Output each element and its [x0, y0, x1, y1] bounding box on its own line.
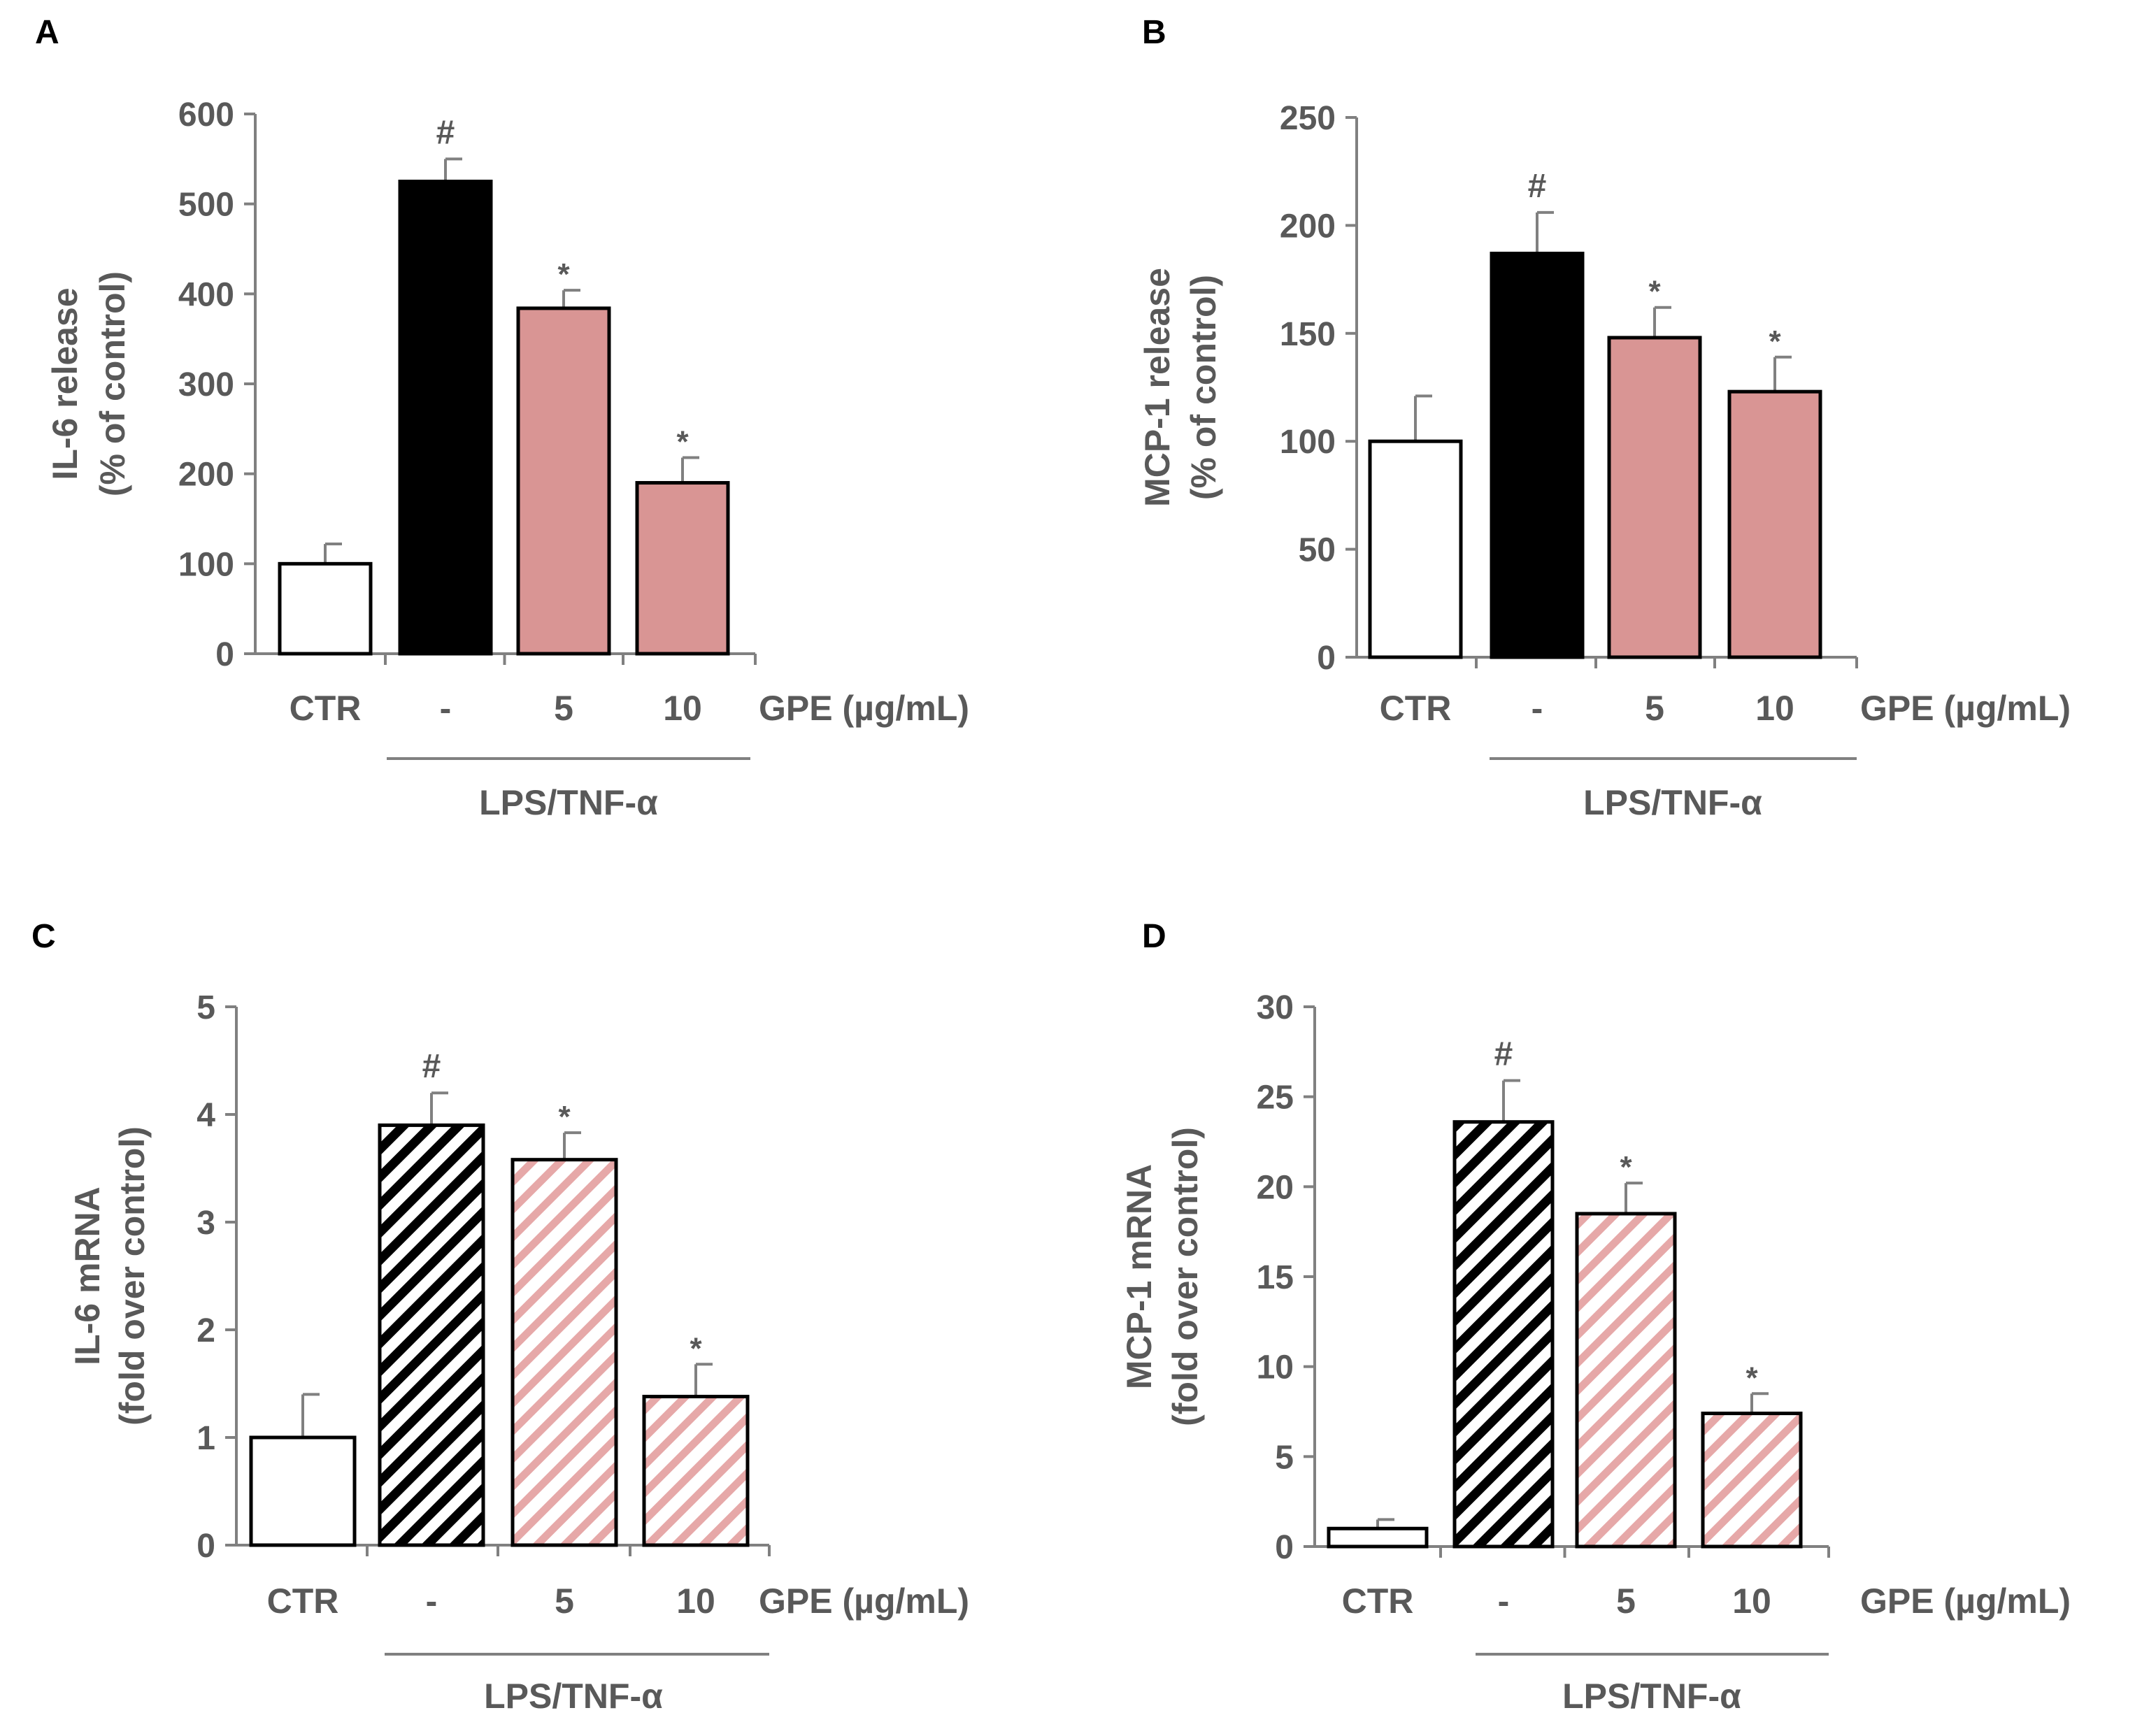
- panel-letter: D: [1142, 918, 1166, 955]
- bar--: [1452, 1120, 1555, 1549]
- y-tick-label: 200: [1280, 208, 1336, 245]
- x-tick-label: CTR: [290, 689, 362, 728]
- bar-CTR: [278, 561, 373, 656]
- significance-marker: *: [1620, 1150, 1632, 1184]
- group-label: LPS/TNF-α: [484, 1677, 663, 1716]
- bar-CTR: [1368, 439, 1463, 659]
- dose-label: GPE (µg/mL): [759, 1581, 969, 1621]
- significance-marker: *: [690, 1331, 702, 1365]
- y-axis-label: (fold over control): [1166, 1127, 1205, 1426]
- panel-letter: A: [35, 14, 59, 51]
- y-tick-label: 500: [178, 187, 234, 224]
- bar-5: [510, 1158, 618, 1547]
- x-tick-label: 5: [1645, 689, 1664, 728]
- significance-marker: *: [676, 425, 689, 459]
- bar--: [378, 1123, 485, 1547]
- x-tick-label: CTR: [1380, 689, 1452, 728]
- y-axis-label: IL-6 release: [45, 287, 85, 480]
- x-tick-label: 10: [663, 689, 702, 728]
- x-tick-label: 10: [1732, 1581, 1771, 1621]
- y-tick-label: 1: [197, 1420, 215, 1457]
- x-tick-label: 5: [555, 1581, 574, 1621]
- significance-marker: *: [557, 257, 570, 292]
- y-axis-label: IL-6 mRNA: [68, 1186, 107, 1365]
- dose-label: GPE (µg/mL): [759, 689, 969, 728]
- x-tick-label: 5: [554, 689, 573, 728]
- y-tick-label: 0: [197, 1528, 215, 1565]
- y-tick-label: 150: [1280, 316, 1336, 353]
- y-tick-label: 0: [1317, 640, 1336, 677]
- panel-letter: C: [31, 918, 56, 955]
- bar-10: [635, 481, 730, 656]
- bar-5: [1607, 336, 1702, 659]
- bar-5: [516, 306, 611, 656]
- y-tick-label: 250: [1280, 100, 1336, 137]
- x-tick-label: 10: [1755, 689, 1794, 728]
- y-tick-label: 5: [197, 989, 215, 1026]
- bar-CTR: [1327, 1526, 1429, 1549]
- chart-panel-a: A IL-6 release (% of control) 0 100 200 300 400…: [35, 14, 969, 822]
- y-tick-label: 2: [197, 1312, 215, 1349]
- y-axis-label: MCP-1 mRNA: [1120, 1164, 1159, 1389]
- bar-CTR: [249, 1435, 357, 1547]
- y-tick-label: 300: [178, 366, 234, 403]
- y-tick-label: 400: [178, 276, 234, 313]
- y-tick-label: 20: [1257, 1169, 1294, 1206]
- panel-letter: B: [1142, 14, 1166, 51]
- significance-marker: #: [1494, 1036, 1513, 1073]
- y-tick-label: 600: [178, 96, 234, 134]
- significance-marker: #: [436, 114, 455, 151]
- significance-marker: #: [422, 1048, 441, 1085]
- significance-marker: *: [558, 1100, 571, 1134]
- chart-panel-b: B MCP-1 release (% of control) 0 50 100 150 200…: [1138, 14, 2071, 822]
- y-tick-label: 100: [1280, 424, 1336, 461]
- significance-marker: *: [1745, 1361, 1758, 1395]
- x-tick-label: -: [1498, 1581, 1510, 1621]
- y-tick-label: 5: [1275, 1439, 1294, 1476]
- bar--: [1490, 252, 1585, 659]
- bar--: [398, 180, 493, 656]
- bar-10: [1727, 389, 1822, 659]
- x-tick-label: CTR: [267, 1581, 339, 1621]
- bar-10: [1701, 1412, 1803, 1549]
- y-tick-label: 100: [178, 546, 234, 583]
- group-label: LPS/TNF-α: [479, 783, 658, 822]
- chart-panel-c: C IL-6 mRNA (fold over control) 0 1 2 3 4 5 CTR # -…: [31, 918, 969, 1716]
- group-label: LPS/TNF-α: [1583, 783, 1762, 822]
- significance-marker: #: [1528, 168, 1547, 205]
- x-tick-label: 10: [676, 1581, 715, 1621]
- y-tick-label: 10: [1257, 1349, 1294, 1386]
- bar-5: [1575, 1212, 1677, 1549]
- y-axis-label: (% of control): [1184, 275, 1223, 500]
- significance-marker: *: [1769, 324, 1781, 359]
- significance-marker: *: [1648, 275, 1661, 309]
- x-tick-label: -: [1531, 689, 1543, 728]
- y-axis-label: (fold over control): [113, 1126, 152, 1426]
- x-tick-label: CTR: [1342, 1581, 1414, 1621]
- group-label: LPS/TNF-α: [1562, 1677, 1741, 1716]
- chart-panel-d: D MCP-1 mRNA (fold over control) 0 5 10 15 20 25…: [1120, 918, 2071, 1716]
- x-tick-label: 5: [1616, 1581, 1636, 1621]
- y-axis-label: (% of control): [93, 271, 132, 496]
- y-tick-label: 15: [1257, 1259, 1294, 1296]
- x-tick-label: -: [440, 689, 452, 728]
- y-tick-label: 200: [178, 457, 234, 494]
- y-tick-label: 4: [197, 1097, 215, 1134]
- y-tick-label: 0: [1275, 1529, 1294, 1566]
- y-tick-label: 30: [1257, 989, 1294, 1026]
- y-tick-label: 0: [215, 636, 234, 673]
- y-axis-label: MCP-1 release: [1138, 268, 1177, 507]
- y-tick-label: 50: [1299, 532, 1336, 569]
- y-tick-label: 25: [1257, 1079, 1294, 1117]
- y-tick-label: 3: [197, 1205, 215, 1242]
- bar-10: [642, 1394, 750, 1547]
- dose-label: GPE (µg/mL): [1860, 689, 2071, 728]
- dose-label: GPE (µg/mL): [1860, 1581, 2071, 1621]
- x-tick-label: -: [426, 1581, 438, 1621]
